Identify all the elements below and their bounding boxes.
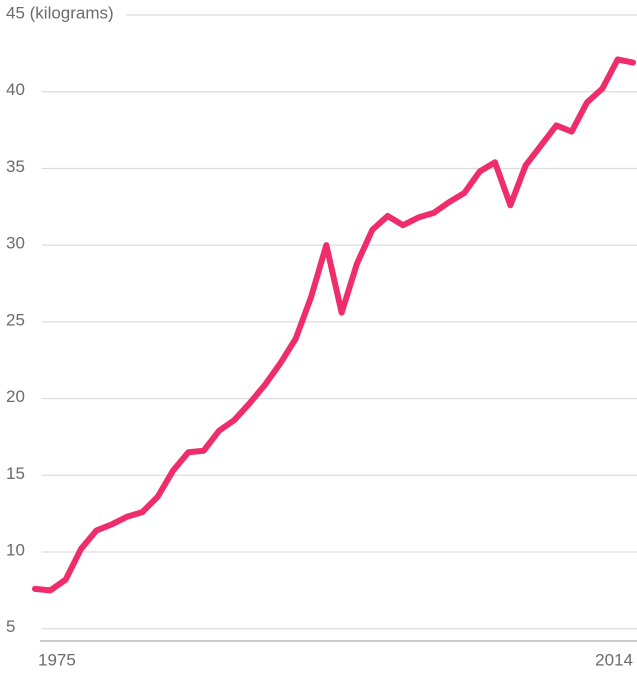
y-tick-label: 45 (kilograms) [6,3,114,22]
x-tick-label: 2014 [595,650,633,669]
y-tick-label: 35 [6,157,25,176]
y-tick-label: 15 [6,464,25,483]
y-tick-label: 5 [6,617,15,636]
y-tick-label: 40 [6,80,25,99]
data-line [32,56,636,594]
x-tick-label: 1975 [38,650,76,669]
y-tick-label: 20 [6,387,25,406]
y-tick-label: 10 [6,540,25,559]
y-tick-label: 25 [6,310,25,329]
y-tick-label: 30 [6,234,25,253]
